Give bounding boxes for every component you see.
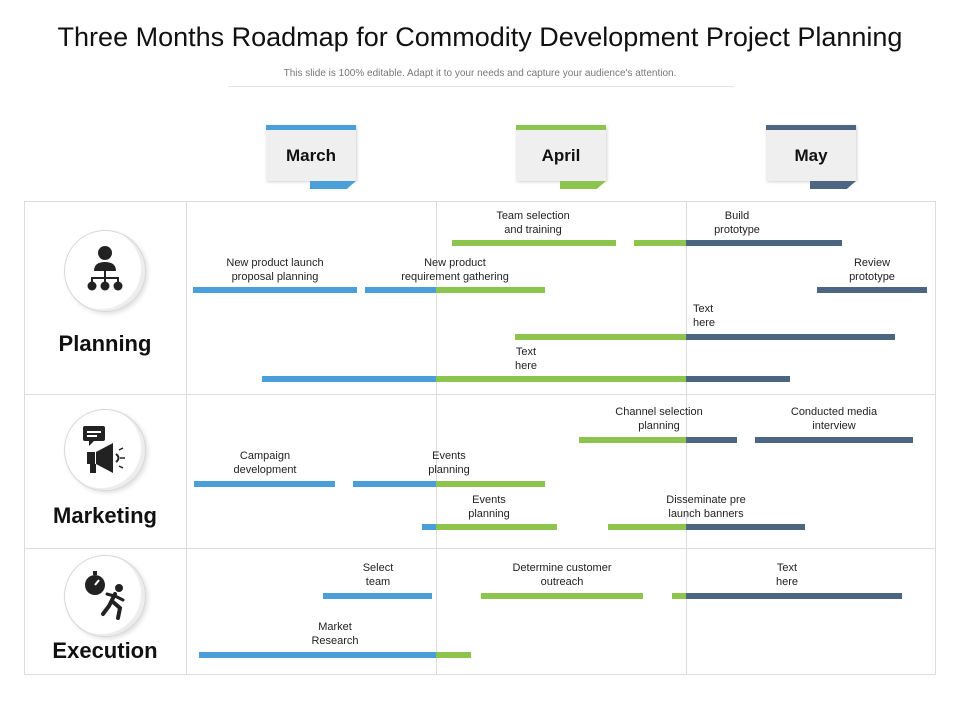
task-bar-may: [686, 240, 842, 246]
task-bar-april: [436, 524, 557, 530]
task-label-select-team: Select team: [362, 562, 394, 588]
task-bar-march: [199, 652, 436, 658]
task-bar-april: [436, 287, 545, 293]
month-header-may: May: [766, 125, 856, 189]
task-label-media-interview: Conducted media interview: [790, 406, 878, 432]
task-bar-march: [365, 287, 436, 293]
execution-icon-circle: [64, 555, 146, 637]
task-bar-april: [515, 334, 686, 340]
slide-title: Three Months Roadmap for Commodity Devel…: [57, 22, 903, 52]
task-bar-march: [353, 481, 436, 487]
month-label: April: [541, 146, 581, 165]
month-topbar: [266, 125, 356, 130]
subtitle-divider: [228, 86, 734, 87]
row-label-marketing: Marketing: [53, 503, 157, 528]
task-bar-may: [755, 437, 913, 443]
month-label: May: [794, 146, 828, 165]
task-label-events-planning: Events planning: [468, 494, 510, 520]
task-label-team-selection: Team selection and training: [496, 210, 570, 236]
month-header-march: March: [266, 125, 356, 189]
month-flag: [560, 181, 606, 189]
task-bar-may: [686, 334, 895, 340]
task-bar-may: [686, 376, 790, 382]
task-bar-march: [323, 593, 432, 599]
task-label-requirement-gathering: New product requirement gathering: [401, 257, 509, 283]
task-bar-march: [193, 287, 357, 293]
task-bar-may: [817, 287, 927, 293]
task-label-events-planning: Events planning: [428, 450, 470, 476]
task-bar-april: [579, 437, 686, 443]
slide-subtitle: This slide is 100% editable. Adapt it to…: [283, 68, 677, 79]
label-column-divider: [186, 201, 187, 675]
task-bar-may: [686, 593, 902, 599]
megaphone-chat-icon: [83, 426, 125, 473]
marketing-icon-circle: [64, 409, 146, 491]
month-topbar: [766, 125, 856, 130]
task-bar-april: [608, 524, 686, 530]
task-label-market-research: Market Research: [311, 621, 359, 647]
task-bar-march: [422, 524, 436, 530]
task-label-campaign-development: Campaign development: [233, 450, 297, 476]
task-label-launch-banners: Disseminate pre launch banners: [666, 494, 746, 520]
task-bar-march: [262, 376, 436, 382]
row-label-planning: Planning: [58, 331, 152, 356]
month-flag: [310, 181, 356, 189]
task-label-text-here: Text here: [514, 346, 538, 372]
month-flag: [810, 181, 856, 189]
org-chart-person-icon: [87, 246, 123, 291]
task-bar-april: [436, 481, 545, 487]
roadmap-grid: [24, 201, 936, 675]
row-label-execution: Execution: [52, 638, 158, 663]
month-label: March: [285, 146, 337, 165]
task-label-new-product-launch: New product launch proposal planning: [226, 257, 324, 283]
planning-icon-circle: [64, 230, 146, 312]
task-label-text-here: Text here: [775, 562, 799, 588]
task-bar-march: [194, 481, 335, 487]
task-bar-may: [686, 524, 805, 530]
task-label-text-here: Text here: [693, 303, 716, 329]
task-bar-april: [634, 240, 686, 246]
task-label-channel-selection: Channel selection planning: [615, 406, 703, 432]
month-header-april: April: [516, 125, 606, 189]
task-bar-april: [452, 240, 616, 246]
month-topbar: [516, 125, 606, 130]
task-bar-may: [686, 437, 737, 443]
task-bar-april: [672, 593, 686, 599]
task-label-build-prototype: Build prototype: [714, 210, 760, 236]
task-bar-april: [481, 593, 643, 599]
stopwatch-runner-icon: [85, 571, 125, 620]
task-label-customer-outreach: Determine customer outreach: [512, 562, 612, 588]
row-divider: [24, 394, 936, 395]
task-bar-april: [436, 652, 471, 658]
row-divider: [24, 548, 936, 549]
task-label-review-prototype: Review prototype: [849, 257, 895, 283]
task-bar-april: [436, 376, 686, 382]
month-divider-april: [436, 201, 437, 675]
